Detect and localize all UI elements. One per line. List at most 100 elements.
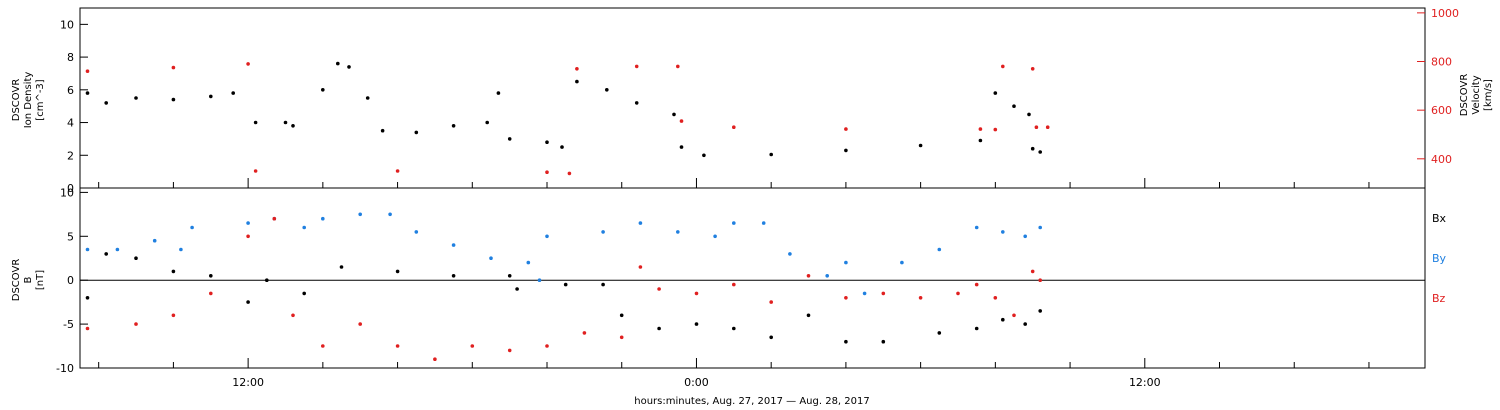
density-point-35 xyxy=(1038,150,1042,154)
bx-point-14 xyxy=(601,282,605,287)
bx-point-22 xyxy=(881,339,886,344)
density-point-16 xyxy=(485,120,490,125)
magnetic-field-panel: -10 -5 0 5 10 DSCOVR B [nT] Bx By Bz xyxy=(11,186,1447,375)
density-point-28 xyxy=(844,148,848,153)
velocity-point-5 xyxy=(545,170,549,174)
density-axis-label-line1: DSCOVR xyxy=(11,79,22,122)
bx-point-11 xyxy=(507,274,512,278)
density-point-13 xyxy=(380,128,385,133)
top-panel-frame xyxy=(79,7,1426,189)
by-point-20 xyxy=(713,234,717,239)
velocity-point-10 xyxy=(679,119,684,123)
bz-point-26 xyxy=(974,282,979,287)
bz-point-30 xyxy=(1038,278,1042,283)
velocity-tick-label-3: 1000 xyxy=(1431,7,1459,20)
density-point-22 xyxy=(605,88,609,92)
density-tick-label-2: 4 xyxy=(67,117,74,130)
bx-point-15 xyxy=(619,313,624,318)
by-point-19 xyxy=(676,230,680,234)
by-point-0 xyxy=(85,247,90,252)
by-point-2 xyxy=(152,238,157,243)
bx-point-4 xyxy=(209,274,213,278)
density-tick-label-4: 8 xyxy=(67,51,74,64)
bx-point-24 xyxy=(974,326,979,331)
bz-point-24 xyxy=(918,296,923,300)
velocity-point-18 xyxy=(1045,125,1050,129)
bx-point-19 xyxy=(769,335,773,340)
density-point-20 xyxy=(560,145,564,149)
density-point-10 xyxy=(336,61,340,66)
density-point-34 xyxy=(1030,146,1035,151)
by-point-14 xyxy=(526,260,531,265)
velocity-tick-label-1: 600 xyxy=(1431,104,1452,117)
density-point-6 xyxy=(253,120,258,125)
bz-point-7 xyxy=(321,344,325,348)
bz-point-22 xyxy=(844,296,848,300)
bx-point-16 xyxy=(657,326,661,331)
by-point-21 xyxy=(732,221,736,225)
bz-point-17 xyxy=(657,287,661,291)
bz-point-3 xyxy=(209,291,213,296)
density-point-4 xyxy=(209,94,213,99)
density-point-8 xyxy=(291,124,295,128)
bz-point-27 xyxy=(993,296,998,300)
legend-bx: Bx xyxy=(1432,212,1447,225)
density-tick-label-5: 10 xyxy=(60,18,74,31)
by-point-30 xyxy=(1001,230,1005,234)
density-point-18 xyxy=(507,137,512,141)
density-point-17 xyxy=(496,91,501,95)
top-panel-points xyxy=(85,61,1050,176)
bz-point-18 xyxy=(694,291,699,296)
by-point-22 xyxy=(761,221,766,225)
by-point-26 xyxy=(862,291,867,296)
density-point-21 xyxy=(575,79,579,84)
velocity-point-12 xyxy=(844,127,848,131)
velocity-point-11 xyxy=(732,125,736,129)
velocity-point-9 xyxy=(676,64,680,69)
velocity-axis-label-line1: DSCOVR xyxy=(1459,74,1470,117)
by-point-24 xyxy=(825,274,829,278)
by-point-25 xyxy=(844,260,848,265)
bz-point-8 xyxy=(358,322,363,326)
bx-point-0 xyxy=(85,296,90,300)
velocity-point-4 xyxy=(395,169,400,173)
density-point-31 xyxy=(993,91,998,95)
x-tick-label-2: 12:00 xyxy=(1129,376,1161,389)
by-point-1 xyxy=(115,247,120,252)
bz-point-19 xyxy=(732,282,736,287)
density-point-32 xyxy=(1012,104,1016,108)
bx-point-23 xyxy=(937,331,942,335)
by-point-17 xyxy=(601,230,605,234)
x-tick-label-0: 12:00 xyxy=(232,376,264,389)
density-point-2 xyxy=(134,96,138,100)
bz-point-5 xyxy=(272,216,277,221)
density-point-1 xyxy=(104,101,108,105)
by-point-13 xyxy=(489,256,493,261)
density-point-9 xyxy=(321,88,325,92)
time-axis: 12:00 0:00 12:00 xyxy=(98,178,1370,389)
bx-point-1 xyxy=(104,252,108,256)
bz-point-16 xyxy=(638,265,643,269)
bz-point-13 xyxy=(545,344,549,348)
by-point-12 xyxy=(451,243,456,247)
bz-point-12 xyxy=(507,348,512,353)
b-tick-label-4: 10 xyxy=(60,186,74,199)
density-point-24 xyxy=(672,112,676,117)
density-point-12 xyxy=(365,96,370,100)
velocity-point-2 xyxy=(246,62,250,66)
by-point-9 xyxy=(358,212,363,217)
velocity-point-15 xyxy=(1001,64,1005,69)
bx-point-8 xyxy=(339,265,344,269)
bx-point-3 xyxy=(171,269,176,274)
velocity-point-8 xyxy=(634,64,639,69)
bx-point-18 xyxy=(732,326,736,331)
bx-point-17 xyxy=(694,322,699,326)
density-point-5 xyxy=(231,91,235,95)
velocity-tick-label-2: 800 xyxy=(1431,56,1452,69)
b-axis-label-line1: DSCOVR xyxy=(11,259,22,302)
bz-point-28 xyxy=(1012,313,1016,318)
velocity-axis-label-line3: [km/s] xyxy=(1483,79,1494,111)
legend-bz: Bz xyxy=(1432,292,1446,305)
bottom-panel-frame xyxy=(79,187,1426,369)
